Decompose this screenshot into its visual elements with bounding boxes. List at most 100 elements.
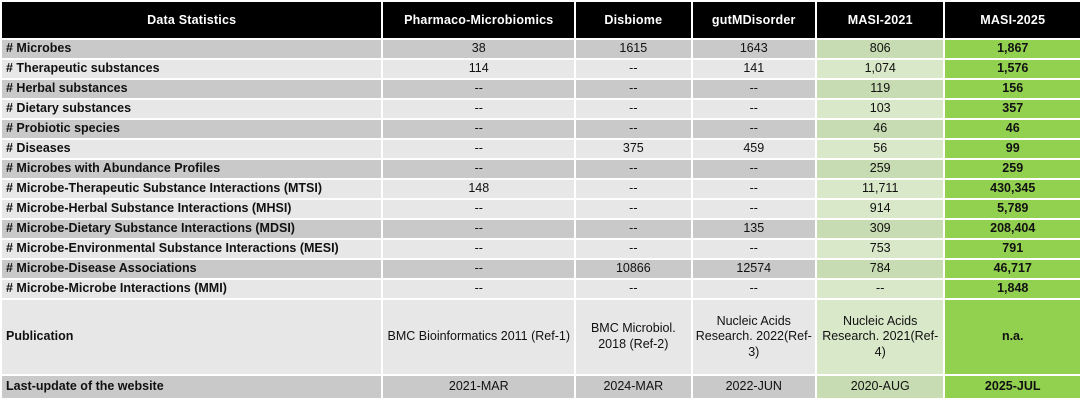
value-cell: 141: [692, 60, 815, 78]
value-cell: 1,074: [816, 60, 944, 78]
value-cell: --: [383, 80, 575, 98]
value-cell: --: [692, 200, 815, 218]
value-cell: --: [692, 80, 815, 98]
value-cell: --: [816, 280, 944, 298]
value-cell: 99: [945, 140, 1080, 158]
value-cell: --: [383, 200, 575, 218]
value-cell: Nucleic Acids Research. 2022(Ref-3): [692, 300, 815, 374]
header-row: Data Statistics Pharmaco-Microbiomics Di…: [2, 2, 1080, 38]
value-cell: 46: [816, 120, 944, 138]
table-row: # Microbe-Microbe Interactions (MMI) -- --…: [2, 280, 1080, 298]
column-header-gutmdisorder: gutMDisorder: [692, 2, 815, 38]
table-row: # Microbes with Abundance Profiles -- -- --…: [2, 160, 1080, 178]
value-cell: 5,789: [945, 200, 1080, 218]
value-cell: BMC Microbiol. 2018 (Ref-2): [576, 300, 691, 374]
value-cell: --: [383, 240, 575, 258]
table-row: # Therapeutic substances 114 -- 141 1,074 1,5…: [2, 60, 1080, 78]
table-row: # Microbe-Dietary Substance Interactions…: [2, 220, 1080, 238]
table-row: # Microbe-Herbal Substance Interactions …: [2, 200, 1080, 218]
row-label: # Dietary substances: [2, 100, 382, 118]
value-cell: 259: [945, 160, 1080, 178]
value-cell: --: [692, 100, 815, 118]
value-cell: 38: [383, 40, 575, 58]
table-body: # Microbes 38 1615 1643 806 1,867 # Therapeuti…: [2, 40, 1080, 398]
value-cell: 259: [816, 160, 944, 178]
value-cell: 119: [816, 80, 944, 98]
table-row: # Dietary substances -- -- -- 103 357: [2, 100, 1080, 118]
row-label: Last-update of the website: [2, 376, 382, 398]
table-row: # Diseases -- 375 459 56 99: [2, 140, 1080, 158]
row-label: # Probiotic species: [2, 120, 382, 138]
row-label: # Herbal substances: [2, 80, 382, 98]
value-cell: 135: [692, 220, 815, 238]
row-label: # Therapeutic substances: [2, 60, 382, 78]
value-cell: Nucleic Acids Research. 2021(Ref-4): [816, 300, 944, 374]
value-cell: --: [383, 160, 575, 178]
row-label: # Microbe-Microbe Interactions (MMI): [2, 280, 382, 298]
value-cell: --: [383, 220, 575, 238]
value-cell: --: [692, 180, 815, 198]
row-label: # Microbe-Disease Associations: [2, 260, 382, 278]
value-cell: 806: [816, 40, 944, 58]
value-cell: --: [383, 120, 575, 138]
value-cell: --: [692, 240, 815, 258]
value-cell: --: [576, 180, 691, 198]
row-label: # Microbe-Environmental Substance Intera…: [2, 240, 382, 258]
value-cell: 2025-JUL: [945, 376, 1080, 398]
table-row: # Herbal substances -- -- -- 119 156: [2, 80, 1080, 98]
column-header-masi-2025: MASI-2025: [945, 2, 1080, 38]
value-cell: 753: [816, 240, 944, 258]
value-cell: --: [692, 160, 815, 178]
value-cell: --: [576, 120, 691, 138]
value-cell: 103: [816, 100, 944, 118]
value-cell: --: [692, 120, 815, 138]
value-cell: 2020-AUG: [816, 376, 944, 398]
column-header-disbiome: Disbiome: [576, 2, 691, 38]
row-label: # Microbe-Herbal Substance Interactions …: [2, 200, 382, 218]
row-label: # Microbe-Therapeutic Substance Interact…: [2, 180, 382, 198]
value-cell: BMC Bioinformatics 2011 (Ref-1): [383, 300, 575, 374]
value-cell: 791: [945, 240, 1080, 258]
value-cell: --: [383, 260, 575, 278]
value-cell: 10866: [576, 260, 691, 278]
value-cell: 459: [692, 140, 815, 158]
value-cell: 1615: [576, 40, 691, 58]
value-cell: 148: [383, 180, 575, 198]
value-cell: --: [576, 240, 691, 258]
value-cell: --: [576, 160, 691, 178]
value-cell: 1,576: [945, 60, 1080, 78]
column-header-data-statistics: Data Statistics: [2, 2, 382, 38]
value-cell: --: [383, 280, 575, 298]
value-cell: --: [383, 100, 575, 118]
row-label: Publication: [2, 300, 382, 374]
value-cell: --: [576, 100, 691, 118]
value-cell: n.a.: [945, 300, 1080, 374]
table-row: # Microbe-Disease Associations -- 10866 125…: [2, 260, 1080, 278]
table-row: # Probiotic species -- -- -- 46 46: [2, 120, 1080, 138]
value-cell: --: [576, 80, 691, 98]
column-header-pharmaco-microbiomics: Pharmaco-Microbiomics: [383, 2, 575, 38]
value-cell: --: [576, 280, 691, 298]
value-cell: 56: [816, 140, 944, 158]
value-cell: --: [576, 200, 691, 218]
value-cell: 375: [576, 140, 691, 158]
value-cell: --: [576, 60, 691, 78]
value-cell: 784: [816, 260, 944, 278]
value-cell: 2021-MAR: [383, 376, 575, 398]
value-cell: 2022-JUN: [692, 376, 815, 398]
value-cell: 309: [816, 220, 944, 238]
value-cell: 208,404: [945, 220, 1080, 238]
value-cell: 46: [945, 120, 1080, 138]
column-header-masi-2021: MASI-2021: [816, 2, 944, 38]
value-cell: --: [576, 220, 691, 238]
value-cell: --: [383, 140, 575, 158]
value-cell: 156: [945, 80, 1080, 98]
row-label: # Microbe-Dietary Substance Interactions…: [2, 220, 382, 238]
table-row: Publication BMC Bioinformatics 2011 (Ref-…: [2, 300, 1080, 374]
table-row: # Microbe-Environmental Substance Intera…: [2, 240, 1080, 258]
row-label: # Diseases: [2, 140, 382, 158]
value-cell: 11,711: [816, 180, 944, 198]
value-cell: 1,848: [945, 280, 1080, 298]
